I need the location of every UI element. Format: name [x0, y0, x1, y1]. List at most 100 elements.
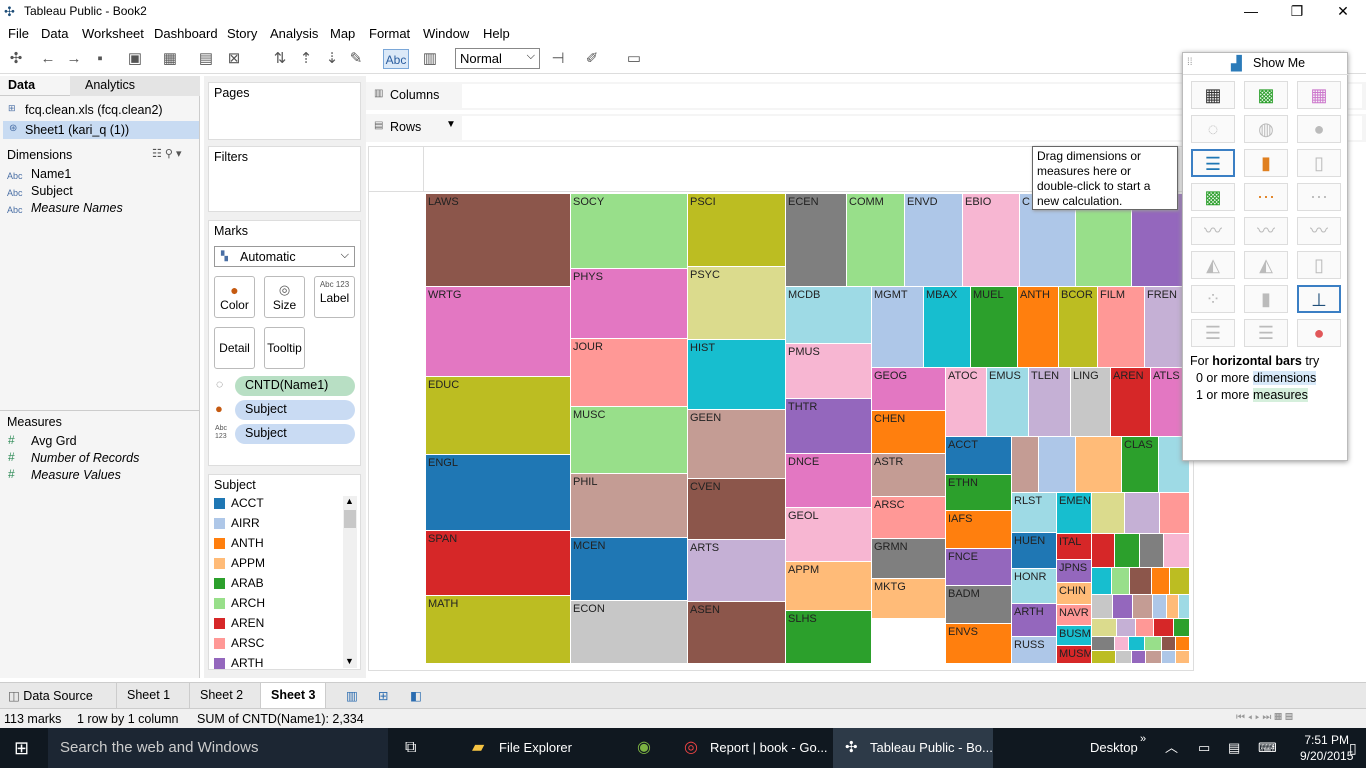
treemap-cell[interactable]: MKTG	[872, 579, 946, 619]
treemap-cell[interactable]: EMUS	[987, 368, 1029, 437]
show-me-title[interactable]: Show Me	[1253, 56, 1306, 70]
treemap-cell[interactable]: PHYS	[571, 269, 688, 339]
sheet-source-row[interactable]: ⊛ Sheet1 (kari_q (1))	[3, 121, 199, 139]
mark-type-select[interactable]: ▚ Automatic ⌵	[214, 246, 355, 267]
treemap-cell[interactable]	[1115, 637, 1129, 651]
treemap-cell[interactable]	[1160, 493, 1190, 534]
treemap-cell[interactable]	[1146, 651, 1162, 664]
menu-map[interactable]: Map	[330, 26, 356, 41]
pages-card[interactable]: Pages	[208, 82, 361, 140]
treemap-cell[interactable]: ECEN	[786, 194, 847, 287]
chart-type-side-by-side-circles-icon[interactable]: ⋯	[1297, 183, 1341, 211]
treemap-cell[interactable]	[1162, 637, 1176, 651]
treemap-cell[interactable]	[1112, 568, 1130, 595]
chart-type-horizontal-bars-icon[interactable]: ☰	[1191, 149, 1235, 177]
menu-story[interactable]: Story	[227, 26, 258, 41]
treemap-cell[interactable]	[1113, 595, 1133, 619]
dimension-measure-names[interactable]: Measure Names	[31, 201, 123, 215]
new-sheet-icon[interactable]: ▥	[346, 689, 358, 703]
chart-type-filled-map-icon[interactable]: ◍	[1244, 115, 1288, 143]
detail-button[interactable]: Detail	[214, 327, 255, 369]
treemap-cell[interactable]: GEOL	[786, 508, 872, 562]
treemap-cell[interactable]: GEOG	[872, 368, 946, 411]
treemap-cell[interactable]: BCOR	[1059, 287, 1098, 368]
chart-type-side-by-side-bars-icon[interactable]: ▯	[1297, 149, 1341, 177]
clock[interactable]: 7:51 PM 9/20/2015	[1300, 733, 1354, 763]
close-button[interactable]: ✕	[1337, 3, 1349, 19]
menu-worksheet[interactable]: Worksheet	[82, 26, 144, 41]
tab-analytics[interactable]: Analytics	[85, 78, 136, 92]
duplicate-sheet-icon[interactable]: ▤	[198, 50, 214, 67]
menu-format[interactable]: Format	[369, 26, 411, 41]
treemap-cell[interactable]	[1159, 437, 1190, 493]
treemap-cell[interactable]: NAVR	[1057, 605, 1092, 626]
sort-desc-icon[interactable]: ⇣	[325, 50, 339, 67]
filters-card[interactable]: Filters	[208, 146, 361, 212]
menu-data[interactable]: Data	[41, 26, 69, 41]
tableau-icon[interactable]: ✣	[9, 50, 23, 67]
treemap-cell[interactable]: AREN	[1111, 368, 1151, 437]
measure-number-of-records[interactable]: Number of Records	[31, 451, 140, 465]
swap-icon[interactable]: ⇅	[273, 50, 287, 67]
treemap-cell[interactable]: MATH	[426, 596, 571, 664]
treemap-cell[interactable]: ARSC	[872, 497, 946, 539]
chart-type-area-continuous-icon[interactable]: ◭	[1191, 251, 1235, 279]
pin-icon[interactable]: ⊣	[551, 50, 565, 67]
treemap-cell[interactable]	[1092, 619, 1117, 637]
new-worksheet-icon[interactable]: ▦	[162, 50, 178, 67]
presentation-icon[interactable]: ▭	[626, 50, 642, 67]
annotate-icon[interactable]: ✐	[585, 50, 599, 67]
add-datasource-icon[interactable]: ▣	[127, 50, 143, 67]
treemap-cell[interactable]	[1129, 637, 1145, 651]
taskbar-file-explorer[interactable]: File Explorer	[499, 740, 572, 755]
drag-handle-icon[interactable]: ⁞⁞	[1187, 57, 1193, 68]
treemap-cell[interactable]	[1115, 534, 1140, 568]
treemap-cell[interactable]: RUSS	[1012, 637, 1057, 664]
windows-start-icon[interactable]: ⊞	[14, 738, 30, 758]
treemap-cell[interactable]	[1170, 568, 1190, 595]
treemap-cell[interactable]: HONR	[1012, 569, 1057, 604]
chevron-icon[interactable]: »	[1140, 733, 1147, 745]
keyboard-icon[interactable]: ⌨	[1258, 740, 1277, 755]
treemap-cell[interactable]	[1162, 651, 1176, 664]
treemap-cell[interactable]: ENVS	[946, 624, 1012, 664]
save-icon[interactable]: ▪	[97, 50, 103, 67]
desktop-toolbar[interactable]: Desktop	[1090, 740, 1138, 755]
menu-help[interactable]: Help	[483, 26, 510, 41]
clear-sheet-icon[interactable]: ⊠	[227, 50, 241, 67]
treemap-cell[interactable]	[1117, 619, 1136, 637]
chart-type-text-table-icon[interactable]: ▦	[1191, 81, 1235, 109]
treemap-cell[interactable]: RLST	[1012, 493, 1057, 533]
taskbar-chrome[interactable]: Report | book - Go...	[710, 740, 828, 755]
treemap-cell[interactable]: MGMT	[872, 287, 924, 368]
treemap-chart[interactable]: LAWS WRTG EDUC ENGL SPAN MATH SOCY PHYS JOUR MUSC…	[426, 194, 1190, 664]
treemap-cell[interactable]: FILM	[1098, 287, 1145, 368]
treemap-cell[interactable]	[1092, 637, 1115, 651]
treemap-cell[interactable]: MUSM	[1057, 646, 1092, 664]
scroll-up-icon[interactable]: ▲	[345, 496, 354, 506]
treemap-cell[interactable]: MCDB	[786, 287, 872, 344]
dimension-name1[interactable]: Name1	[31, 167, 72, 181]
size-button[interactable]: ◎ Size	[264, 276, 305, 318]
highlight-icon[interactable]: ✎	[349, 50, 363, 67]
undo-icon[interactable]: ←	[40, 50, 56, 67]
treemap-cell[interactable]: ASEN	[688, 602, 786, 664]
treemap-cell[interactable]: ARTH	[1012, 604, 1057, 637]
tab-sheet-1[interactable]: Sheet 1	[116, 683, 180, 709]
maximize-button[interactable]: ❐	[1290, 3, 1304, 19]
treemap-cell[interactable]: EDUC	[426, 377, 571, 455]
treemap-cell[interactable]	[1092, 493, 1125, 534]
treemap-cell[interactable]	[1076, 437, 1122, 493]
dimensions-tools-icon[interactable]: ☷ ⚲ ▾	[152, 148, 182, 160]
task-view-icon[interactable]: ⧉	[405, 739, 417, 756]
chart-type-box-whisker-icon[interactable]: ⊥	[1297, 285, 1341, 313]
chart-type-packed-bubbles-icon[interactable]: ●	[1297, 319, 1341, 347]
treemap-cell[interactable]: ENVD	[905, 194, 963, 287]
chart-type-area-discrete-icon[interactable]: ◭	[1244, 251, 1288, 279]
treemap-cell[interactable]: CVEN	[688, 479, 786, 540]
treemap-cell[interactable]	[1152, 568, 1170, 595]
chart-type-scatter-plot-icon[interactable]: ⁘	[1191, 285, 1235, 313]
minimize-button[interactable]: —	[1244, 3, 1258, 19]
treemap-cell[interactable]: MUSC	[571, 407, 688, 474]
menu-analysis[interactable]: Analysis	[270, 26, 319, 41]
